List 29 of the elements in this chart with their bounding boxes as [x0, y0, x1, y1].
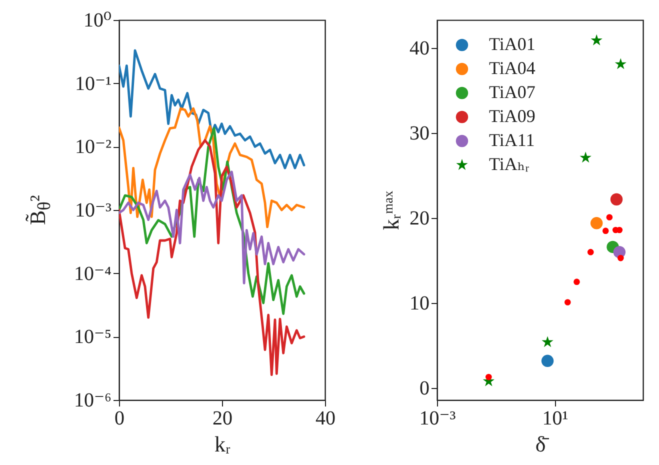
y-axis-title: kᵣᵐᵃˣ: [378, 190, 404, 230]
y-tick-label: 10⁰: [83, 10, 112, 32]
x-axis-title: kᵣ: [214, 432, 231, 456]
y-tick-label: 20: [410, 208, 430, 230]
legend-label: TiA07: [489, 82, 536, 102]
line-series: [119, 127, 306, 315]
y-tick-label: 10⁻²: [74, 136, 112, 158]
y-tick-label: 40: [410, 38, 430, 60]
x-tick-label: 40: [316, 408, 336, 430]
y-tick-label: 10⁻⁴: [74, 262, 112, 285]
y-tick-label: 10⁻⁵: [74, 326, 112, 348]
y-tick-label: 30: [410, 122, 430, 145]
legend-label: TiA09: [489, 106, 536, 126]
legend-label: TiAₕᵣ: [489, 154, 530, 174]
x-axis-title: δ̄: [535, 432, 550, 456]
y-tick-label: 10⁻⁶: [74, 390, 112, 412]
legend-label: TiA04: [489, 58, 536, 78]
legend-label: TiA01: [489, 34, 536, 54]
y-tick-label: 10⁻¹: [74, 72, 112, 95]
x-tick-label: 20: [212, 408, 232, 430]
y-tick-label: 0: [420, 378, 430, 400]
legend-label: TiA11: [489, 130, 535, 150]
x-tick-label: 10¹: [542, 408, 568, 430]
line-series: [119, 49, 306, 170]
line-series: [119, 139, 306, 376]
y-tick-label: 10: [410, 292, 430, 315]
line-series: [119, 107, 306, 228]
y-tick-label: 10⁻³: [74, 200, 112, 222]
line-series: [119, 170, 306, 284]
